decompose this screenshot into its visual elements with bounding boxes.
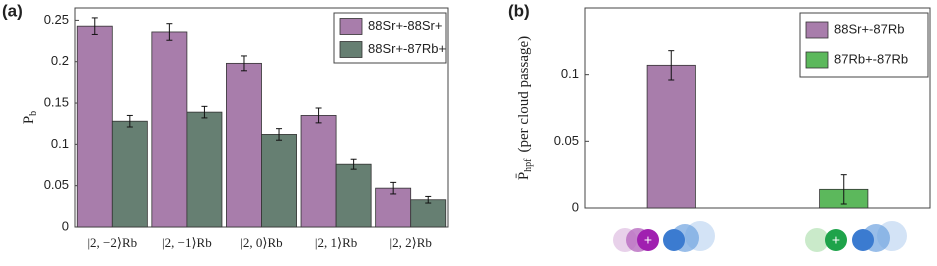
bar [186,111,223,228]
x-tick-label: |2, −2⟩Rb [87,235,137,250]
error-bar [276,128,283,141]
error-bar [166,23,173,41]
bar [410,199,447,228]
y-axis-label-part: P̄ [516,172,532,180]
error-bar [840,174,847,205]
plot-area [584,7,931,209]
y-axis-label: P̄hpf (per cloud passage) [516,36,534,180]
y-axis-label-part: (per cloud passage) [516,36,532,153]
y-tick-label: 0.1 [561,66,579,81]
y-axis-label-part: P [21,116,37,124]
legend-swatch [339,41,363,58]
bar [76,25,113,228]
x-tick-label: |2, 0⟩Rb [240,235,282,250]
legend-swatch [805,51,829,69]
y-axis-label: Pb [21,111,39,124]
legend-label: 88Sr+-87Rb [834,21,904,36]
error-bar [315,107,322,124]
error-bar [91,17,98,35]
legend-swatch [339,18,363,35]
legend-swatch [805,21,829,39]
bar [111,120,148,228]
y-tick-label: 0.15 [44,94,69,109]
y-tick-label: 0.2 [51,53,69,68]
bar [300,115,337,228]
x-tick-label: |2, 1⟩Rb [315,235,357,250]
y-axis-label-part: b [28,111,39,116]
error-bar [390,181,397,195]
svg-text:+: + [644,232,652,248]
y-tick-label: 0.1 [51,136,69,151]
y-tick-label: 0 [62,218,69,233]
chart: (a) Pb 0 0.05 0.1 0.15 0.2 0.25 |2, −2⟩Rb |2, −1⟩… [2,1,449,250]
bar [226,62,262,228]
bar [151,31,188,228]
legend-label: 88Sr+-88Sr+ [368,18,442,33]
error-bar [350,158,357,170]
y-tick-label: 0 [572,199,579,214]
bar [335,163,372,228]
error-bar [240,55,247,72]
bar [646,64,696,209]
y-tick-label: 0.05 [554,133,579,148]
icons: + + [613,221,907,252]
legend-label: 88Sr+-87Rb+ [368,41,446,56]
panel-label: (b) [508,1,530,20]
x-tick-label: |2, 2⟩Rb [390,235,432,250]
legend-label: 87Rb+-87Rb [834,51,908,66]
panel-label: (a) [2,1,23,20]
error-bar [126,114,133,128]
chart: (b) P̄hpf (per cloud passage) 0 0.05 0.1 88Sr+… [508,1,931,214]
x-tick-label: |2, −1⟩Rb [162,235,212,250]
y-tick-label: 0.05 [44,177,69,192]
svg-text:+: + [832,232,840,248]
bar [261,134,297,228]
y-axis-label-part: hpf [523,158,534,172]
error-bar [668,50,675,81]
y-tick-label: 0.25 [44,12,69,27]
error-bar [201,105,208,119]
bar [375,187,412,228]
error-bar [425,195,432,204]
